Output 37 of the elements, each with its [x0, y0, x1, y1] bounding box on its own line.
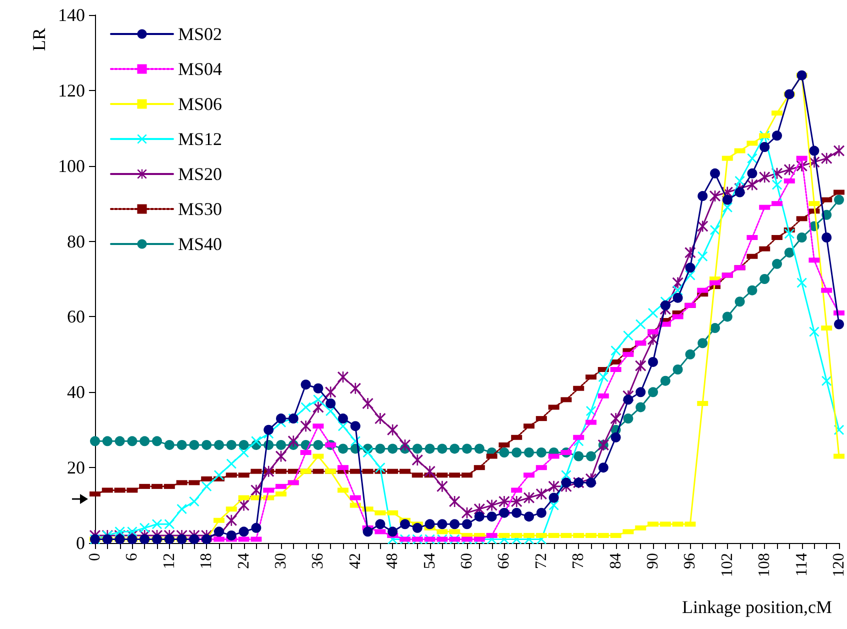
- y-tick-label: 80: [67, 231, 85, 252]
- x-tick-label: 42: [346, 553, 364, 569]
- y-tick-label: 40: [67, 382, 85, 402]
- x-tick-label: 96: [682, 553, 699, 569]
- y-tick-label: 140: [58, 5, 85, 25]
- x-tick-label: 18: [198, 553, 216, 569]
- x-tick-label: 24: [235, 553, 252, 569]
- x-tick-label: 6: [124, 553, 141, 561]
- x-tick-label: 48: [384, 553, 402, 569]
- x-tick-label: 12: [160, 553, 178, 569]
- legend-label: MS04: [178, 59, 222, 79]
- x-tick-label: 84: [607, 553, 624, 569]
- y-tick-label: 100: [58, 156, 85, 176]
- y-axis-title: LR: [29, 28, 49, 51]
- x-tick-label: 72: [532, 553, 550, 569]
- x-tick-label: 78: [570, 553, 588, 569]
- legend-label: MS30: [178, 199, 222, 219]
- legend-label: MS20: [178, 164, 222, 184]
- legend-label: MS02: [178, 24, 222, 44]
- x-tick-label: 114: [793, 553, 810, 576]
- x-tick-label: 54: [421, 553, 438, 569]
- legend-label: MS12: [178, 129, 222, 149]
- x-tick-label: 60: [458, 553, 476, 569]
- x-tick-label: 108: [756, 553, 774, 577]
- x-tick-label: 66: [496, 553, 513, 569]
- legend-label: MS06: [178, 94, 222, 114]
- x-tick-label: 102: [718, 553, 736, 577]
- y-tick-label: 60: [67, 306, 85, 327]
- x-tick-label: 0: [86, 553, 104, 561]
- y-tick-label: 20: [67, 458, 85, 478]
- legend-label: MS40: [178, 234, 222, 254]
- y-tick-label: 120: [58, 80, 85, 100]
- x-tick-label: 30: [272, 553, 290, 569]
- x-axis-title: Linkage position,cM: [682, 597, 832, 617]
- x-tick-label: 120: [830, 553, 847, 577]
- x-tick-label: 36: [310, 553, 327, 569]
- x-tick-label: 90: [644, 553, 662, 569]
